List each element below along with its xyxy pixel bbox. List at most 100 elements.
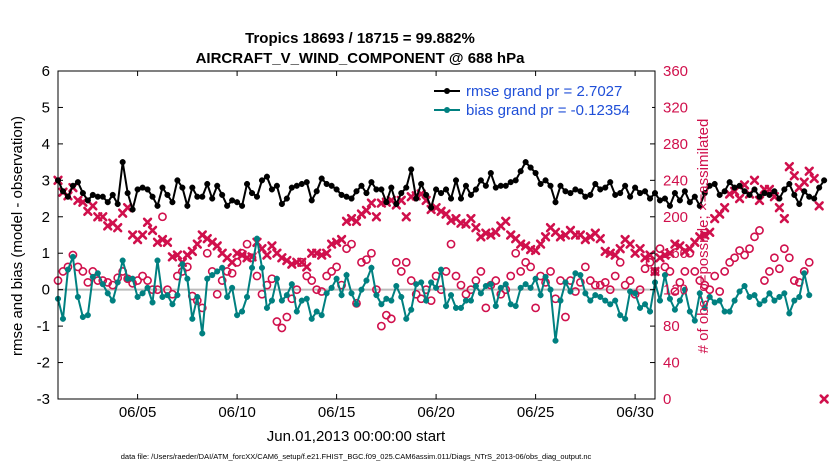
rmse-point	[154, 202, 161, 209]
bias-point	[253, 235, 261, 242]
rmse-point	[418, 180, 425, 188]
bias-point	[59, 315, 67, 322]
bias-point	[239, 308, 246, 315]
rmse-point	[174, 177, 181, 184]
obs-assimilated-marker	[789, 171, 799, 181]
obs-possible-marker	[610, 271, 620, 281]
bias-point	[318, 312, 325, 319]
rmse-point	[462, 182, 470, 189]
bias-point	[99, 281, 106, 288]
obs-possible-marker	[670, 287, 680, 296]
obs-possible-marker	[138, 271, 147, 281]
y-tick-label: 1	[42, 245, 50, 262]
rmse-point	[239, 202, 246, 209]
rmse-point	[179, 184, 186, 191]
obs-assimilated-marker	[277, 253, 287, 263]
bias-point	[139, 290, 146, 297]
bias-point	[781, 290, 788, 297]
bias-point	[681, 286, 688, 293]
obs-possible-marker	[770, 253, 779, 263]
obs-possible-marker	[645, 257, 655, 267]
rmse-point	[443, 186, 450, 193]
bias-point	[542, 273, 549, 280]
bias-point	[537, 292, 544, 299]
bias-point	[438, 266, 445, 273]
obs-possible-marker	[695, 276, 705, 285]
obs-assimilated-marker	[501, 216, 511, 227]
rmse-point	[681, 188, 688, 195]
obs-assimilated-marker	[466, 213, 476, 224]
bias-point	[109, 297, 116, 304]
bias-point	[517, 284, 524, 291]
rmse-point	[781, 186, 788, 193]
obs-possible-marker	[760, 276, 769, 285]
y-tick-label: 6	[42, 63, 50, 80]
rmse-point	[104, 199, 111, 206]
bias-point	[368, 264, 375, 271]
rmse-point	[801, 188, 808, 195]
obs-assimilated-marker	[819, 394, 829, 404]
obs-possible-marker	[655, 244, 665, 254]
bias-point	[149, 299, 156, 306]
rmse-point	[328, 182, 335, 189]
bias-point	[199, 330, 206, 337]
bias-point	[547, 286, 554, 293]
plot-area: 06/05 06/10 06/15 06/20 06/25 06/30 -3 -2 -1 0 1 2 3…	[37, 63, 829, 421]
rmse-point	[79, 190, 86, 197]
bias-point	[224, 293, 231, 301]
obs-possible-marker	[725, 257, 735, 267]
rmse-point	[666, 202, 673, 209]
bias-point	[219, 264, 226, 271]
bias-point	[303, 295, 310, 302]
bias-point	[179, 261, 186, 268]
rmse-point	[542, 177, 549, 184]
legend-box	[432, 79, 652, 121]
plot-background	[58, 71, 655, 399]
y2-tick-label: 320	[663, 99, 688, 116]
obs-possible-marker	[332, 262, 341, 272]
bias-point	[393, 282, 400, 290]
rmse-point	[552, 199, 559, 206]
rmse-point	[428, 204, 435, 211]
rmse-point	[756, 193, 763, 200]
obs-assimilated-marker	[366, 198, 377, 208]
obs-assimilated-marker	[371, 212, 382, 222]
rmse-point	[686, 199, 693, 206]
bias-point	[607, 301, 614, 308]
obs-assimilated-marker	[580, 234, 591, 245]
y2-tick-label: 40	[663, 355, 680, 372]
rmse-point	[69, 182, 76, 189]
obs-possible-marker	[561, 312, 570, 322]
bias-point	[84, 312, 91, 319]
rmse-point	[557, 182, 564, 189]
obs-possible-marker	[784, 253, 794, 263]
obs-possible-marker	[625, 276, 635, 285]
y2-tick-label: 200	[663, 209, 688, 226]
rmse-point	[816, 184, 823, 191]
bias-point	[308, 315, 315, 322]
bias-point	[428, 279, 435, 286]
obs-possible-marker	[451, 271, 461, 281]
rmse-point	[452, 177, 460, 184]
bias-point	[313, 308, 320, 315]
obs-possible-marker	[745, 244, 754, 254]
rmse-point	[423, 191, 430, 198]
bias-point	[273, 275, 280, 282]
obs-possible-marker	[755, 226, 764, 235]
obs-possible-marker	[217, 276, 227, 285]
rmse-point	[671, 190, 678, 197]
rmse-point	[711, 180, 718, 188]
bias-point	[89, 273, 96, 280]
bias-point	[408, 306, 415, 313]
obs-possible-marker	[715, 287, 725, 296]
bias-point	[74, 293, 81, 301]
obs-assimilated-marker	[749, 175, 760, 186]
bias-point	[472, 282, 479, 290]
bias-point	[204, 275, 211, 282]
obs-possible-marker	[675, 277, 685, 287]
rmse-point	[627, 193, 634, 200]
rmse-point	[378, 186, 385, 193]
bias-point	[388, 297, 395, 304]
obs-assimilated-marker	[774, 202, 785, 213]
rmse-point	[457, 195, 465, 202]
